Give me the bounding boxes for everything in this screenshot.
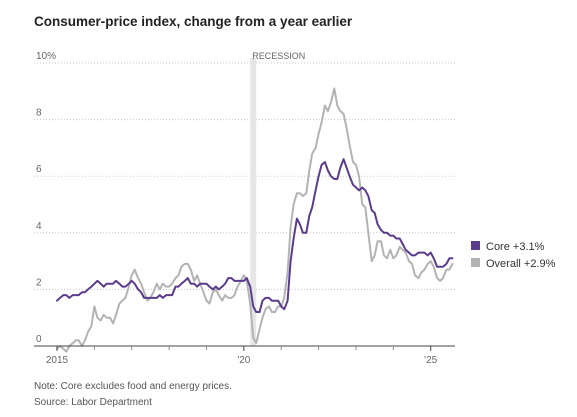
y-tick-label-2: 6	[36, 164, 42, 175]
legend-swatch-core	[471, 241, 480, 250]
legend-swatch-overall	[471, 258, 480, 267]
axis-layer: 10% 8 6 4 2 0 2015 '20 '25	[34, 51, 455, 366]
recession-band	[250, 58, 257, 346]
legend-label-overall: Overall +2.9%	[486, 258, 556, 270]
x-tick-label-2: '25	[424, 355, 437, 366]
series-line-overall	[56, 87, 454, 353]
series-line-core	[56, 158, 454, 313]
chart-title: Consumer-price index, change from a year…	[34, 14, 353, 29]
y-tick-label-5: 0	[36, 334, 42, 345]
grid-layer	[34, 62, 455, 290]
recession-layer: RECESSION	[250, 51, 305, 346]
recession-label: RECESSION	[252, 51, 305, 61]
y-tick-label-4: 2	[36, 277, 42, 288]
legend-layer: Core +3.1% Overall +2.9%	[471, 241, 556, 270]
x-tick-label-0: 2015	[46, 355, 69, 366]
source-note: Source: Labor Department	[34, 397, 152, 408]
footnote: Note: Core excludes food and energy pric…	[34, 381, 232, 392]
y-tick-label-3: 4	[36, 221, 42, 232]
y-tick-label-1: 8	[36, 108, 42, 119]
x-tick-label-1: '20	[237, 355, 250, 366]
y-tick-label-0: 10%	[36, 51, 56, 62]
legend-label-core: Core +3.1%	[486, 241, 545, 253]
series-layer	[56, 87, 454, 353]
